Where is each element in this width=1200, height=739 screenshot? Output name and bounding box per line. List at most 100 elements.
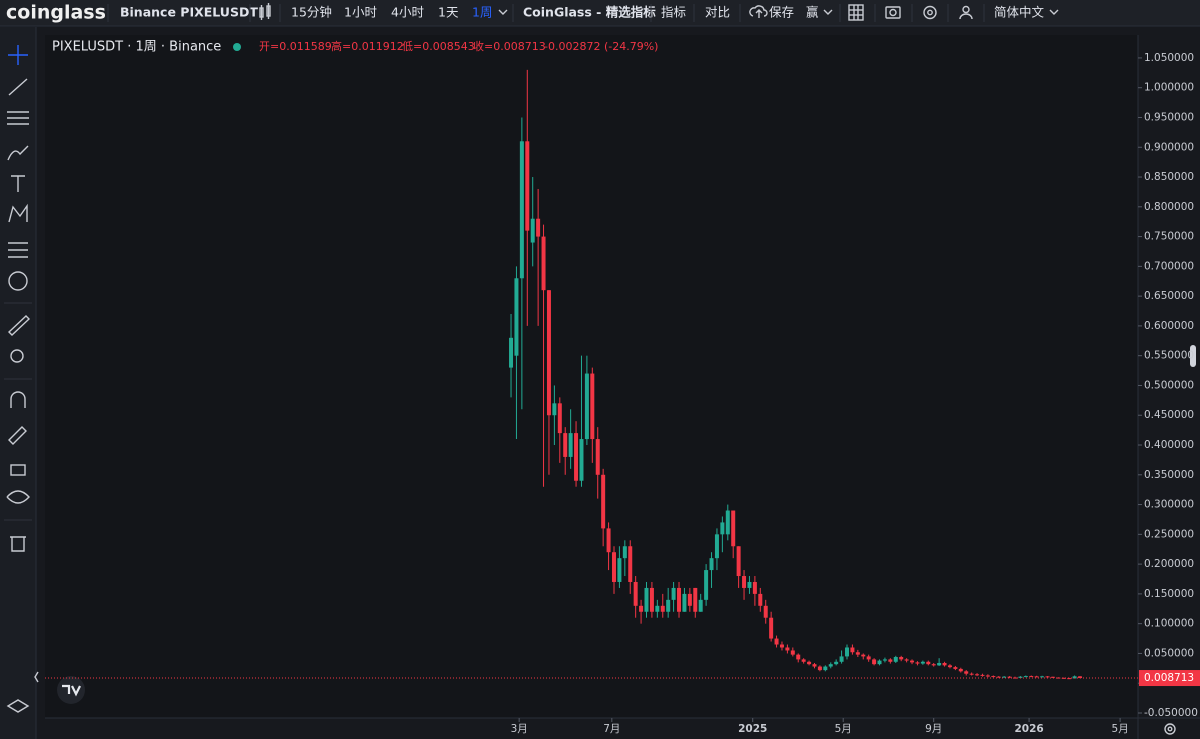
- x-tick-label: 2026: [1014, 723, 1043, 735]
- y-tick-label: 0.100000: [1144, 618, 1194, 630]
- button[interactable]: 赢: [806, 5, 819, 20]
- candle-body: [872, 659, 877, 665]
- settings-icon[interactable]: [923, 5, 937, 20]
- button[interactable]: 对比: [705, 5, 730, 20]
- measure-tool[interactable]: [8, 242, 28, 258]
- candle-body: [1061, 677, 1066, 679]
- ohlc-legend: 开=0.011589: [259, 40, 332, 53]
- candle-body: [509, 337, 514, 368]
- candle-body: [1034, 676, 1039, 678]
- parallel-tool[interactable]: [7, 111, 29, 125]
- candles: [509, 69, 1083, 680]
- layers-tool[interactable]: [6, 699, 30, 713]
- delete-tool[interactable]: [10, 536, 26, 552]
- candle-body: [953, 667, 958, 669]
- y-tick-label: 0.900000: [1144, 141, 1194, 153]
- last-price-box: [1139, 670, 1200, 687]
- button[interactable]: 指标: [661, 5, 686, 20]
- scale-handle[interactable]: [1190, 345, 1196, 367]
- language[interactable]: 简体中文: [994, 5, 1045, 20]
- candle-body: [747, 581, 752, 588]
- candle-body: [1029, 676, 1034, 678]
- candle-body: [910, 660, 915, 663]
- y-tick-label: 0.650000: [1144, 290, 1194, 302]
- candle-body: [655, 605, 660, 612]
- chevron[interactable]: [1049, 9, 1059, 15]
- draw-mode-tool[interactable]: [8, 426, 27, 445]
- candle-body: [920, 661, 925, 664]
- chevron[interactable]: [498, 9, 508, 15]
- candle-body: [861, 654, 866, 657]
- y-tick-label: 0.300000: [1144, 499, 1194, 511]
- symbol[interactable]: Binance PIXELUSDT: [120, 5, 258, 20]
- button[interactable]: 保存: [769, 5, 794, 20]
- brush-tool[interactable]: [7, 145, 29, 161]
- candle-body: [595, 439, 600, 475]
- line-tool[interactable]: [8, 78, 28, 96]
- candle-body: [633, 581, 638, 606]
- emoji-tool[interactable]: [8, 271, 28, 291]
- x-tick-label: 3月: [511, 723, 528, 735]
- x-tick-label: 5月: [835, 723, 852, 735]
- logo[interactable]: coinglass: [6, 2, 106, 24]
- zoom-tool[interactable]: [10, 349, 24, 363]
- last-price-label: 0.008713: [1144, 672, 1194, 684]
- collapse-toolbar[interactable]: [34, 671, 39, 683]
- y-tick-label: 1.000000: [1144, 82, 1194, 94]
- pattern-tool[interactable]: [8, 203, 28, 223]
- camera-icon[interactable]: [885, 6, 901, 19]
- user-icon[interactable]: [959, 5, 973, 20]
- interval[interactable]: 4小时: [391, 5, 424, 20]
- ruler-tool[interactable]: [7, 315, 31, 336]
- candle-body: [709, 558, 714, 571]
- y-tick-label: 0.550000: [1144, 350, 1194, 362]
- candle-body: [866, 656, 871, 660]
- visibility-tool[interactable]: [6, 490, 30, 504]
- candle-body: [812, 664, 817, 667]
- candle-body: [725, 510, 730, 535]
- candle-body: [915, 662, 920, 664]
- interval[interactable]: 1周: [472, 5, 492, 20]
- x-tick-label: 7月: [603, 723, 620, 735]
- candle-body: [807, 661, 812, 665]
- tradingview-logo[interactable]: [57, 676, 85, 704]
- candle-body: [736, 546, 741, 577]
- candle-body: [926, 661, 931, 665]
- candle-body: [546, 290, 551, 416]
- candle-body: [969, 673, 974, 675]
- x-tick-label: 2025: [738, 723, 767, 735]
- candle-body: [649, 587, 654, 612]
- candle-body: [796, 654, 801, 660]
- interval[interactable]: 1小时: [344, 5, 377, 20]
- layout-icon[interactable]: [848, 4, 864, 21]
- candle-body: [568, 433, 573, 457]
- y-tick-label: 0.750000: [1144, 231, 1194, 243]
- axis-settings[interactable]: [1164, 723, 1176, 735]
- candle-body: [931, 664, 936, 666]
- candle-body: [519, 141, 524, 279]
- crosshair-tool[interactable]: [8, 45, 28, 65]
- candle-body: [1023, 676, 1028, 678]
- interval[interactable]: 15分钟: [291, 5, 332, 20]
- candle-body: [590, 373, 595, 440]
- candle-body: [904, 659, 909, 661]
- cloud-icon[interactable]: [749, 5, 768, 18]
- candle-body: [1045, 676, 1050, 678]
- chevron[interactable]: [823, 9, 833, 15]
- candle-body: [574, 433, 579, 481]
- indicators-button[interactable]: CoinGlass - 精选指标: [523, 5, 656, 20]
- magnet-tool[interactable]: [10, 391, 26, 408]
- candle-body: [579, 439, 584, 481]
- candle-body: [937, 662, 942, 666]
- candle-body: [763, 605, 768, 618]
- candle-body: [774, 638, 779, 645]
- candle-body: [682, 593, 687, 612]
- candle-body: [947, 665, 952, 668]
- y-tick-label: 0.700000: [1144, 260, 1194, 272]
- chart-type-icon[interactable]: [259, 3, 271, 20]
- lock-tool[interactable]: [10, 464, 26, 476]
- text-tool[interactable]: [11, 175, 25, 192]
- y-tick-label: 0.150000: [1144, 588, 1194, 600]
- interval[interactable]: 1天: [438, 5, 459, 20]
